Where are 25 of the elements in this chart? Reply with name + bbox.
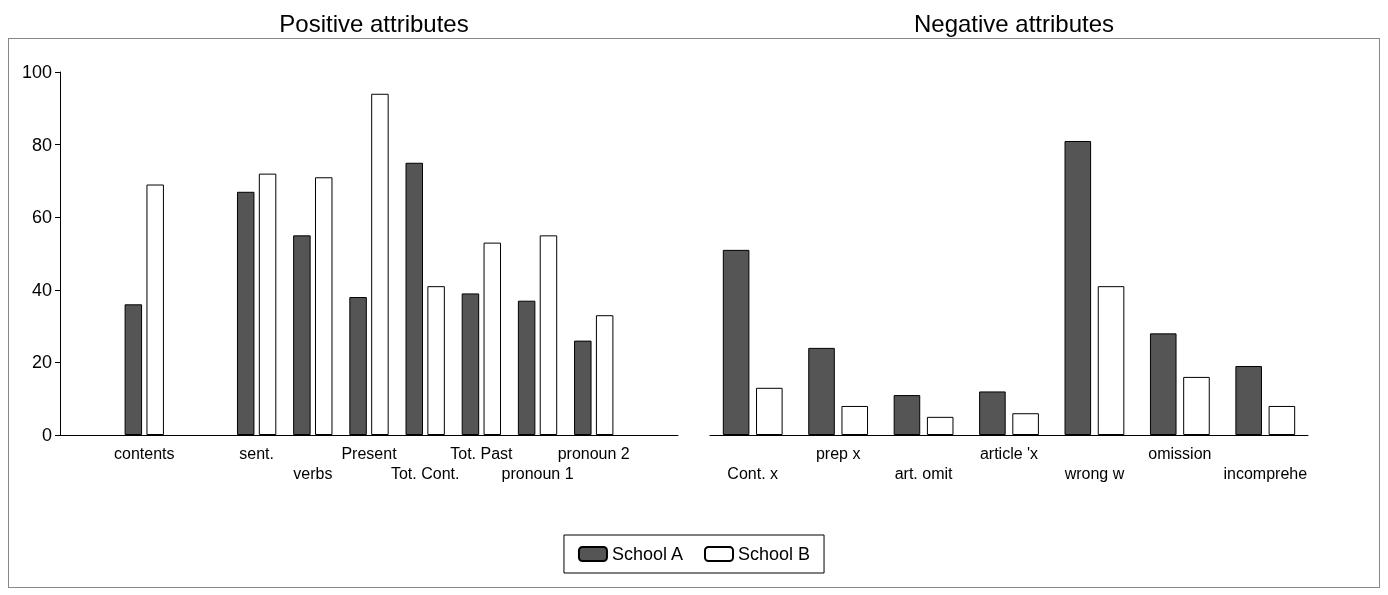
x-tick-label: incomprehe — [1223, 464, 1308, 482]
x-tick-label: Tot. Cont. — [390, 464, 460, 482]
y-tick-label: 0 — [41, 425, 52, 445]
y-tick-label: 40 — [31, 279, 52, 300]
x-tick-label: Present — [341, 444, 398, 462]
y-tick-label: 80 — [31, 134, 52, 155]
x-tick-label: omission — [1148, 444, 1212, 462]
x-tick-label: sent. — [239, 444, 274, 462]
x-tick-label: verbs — [293, 464, 333, 482]
y-tick-label: 100 — [21, 62, 52, 82]
x-tick-label: contents — [114, 444, 175, 462]
x-tick-label: art. omit — [894, 464, 954, 482]
x-tick-label: prep x — [815, 444, 861, 462]
x-tick-label: wrong w — [1063, 464, 1125, 482]
chart-title: Positive attributes — [279, 9, 469, 37]
legend-label: School A — [611, 544, 684, 564]
y-tick-label: 60 — [31, 207, 52, 228]
x-tick-label: pronoun 2 — [557, 444, 630, 462]
x-tick-label: pronoun 1 — [501, 464, 574, 482]
chart-title: Negative attributes — [913, 9, 1115, 37]
x-tick-label: Cont. x — [727, 464, 779, 482]
legend-label: School B — [738, 544, 811, 564]
y-tick-label: 20 — [31, 352, 52, 373]
x-tick-label: article 'x — [979, 444, 1039, 462]
x-tick-label: Tot. Past — [450, 444, 514, 462]
